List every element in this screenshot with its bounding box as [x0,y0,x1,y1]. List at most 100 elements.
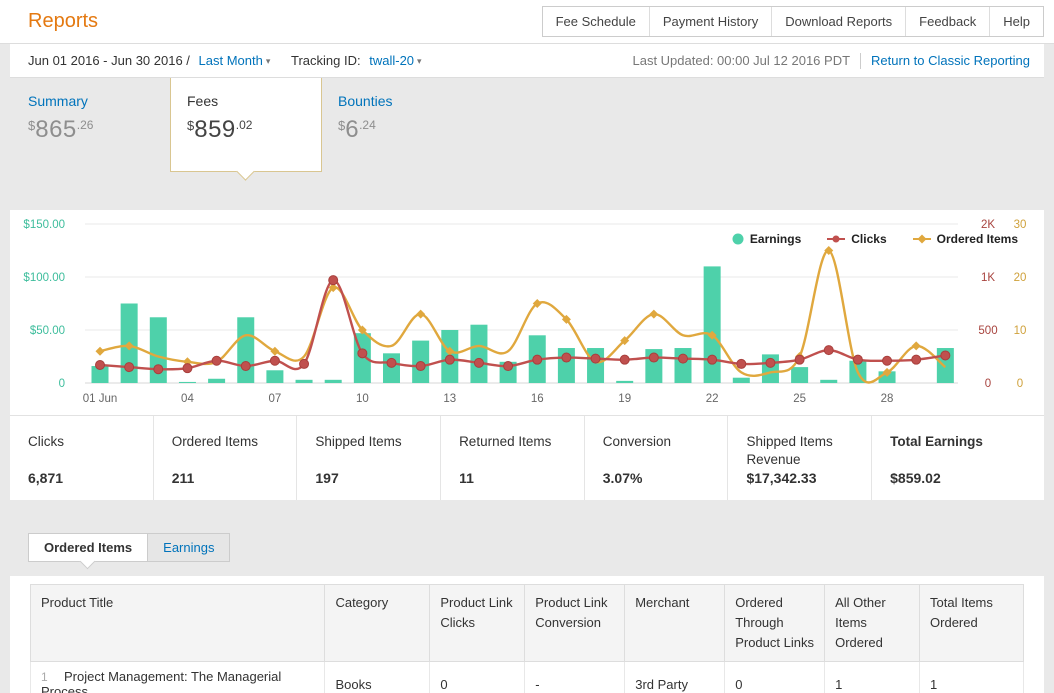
ordered-items-marker-day-17[interactable] [561,314,571,324]
column-header-category[interactable]: Category [324,583,431,663]
summary-card-bounties[interactable]: Bounties $6.24 [338,78,480,168]
clicks-marker-day-16[interactable] [532,354,543,365]
clicks-marker-day-5[interactable] [211,355,222,366]
clicks-marker-day-12[interactable] [415,361,426,372]
header-button-fee-schedule[interactable]: Fee Schedule [542,7,649,36]
summary-card-strip: Summary $865.26 Fees $859.02 Bounties $6.24 [10,78,1044,181]
clicks-marker-day-3[interactable] [153,364,164,375]
ordered-items-marker-day-26[interactable] [824,246,834,255]
summary-card-label[interactable]: Bounties [338,93,393,109]
column-header-product-link-clicks[interactable]: Product Link Clicks [429,583,526,663]
ordered-items-marker-day-2[interactable] [124,341,134,351]
x-axis-tick: 04 [181,393,194,405]
tab-earnings[interactable]: Earnings [148,533,231,562]
table-cell: 0 [724,661,826,693]
ordered-items-marker-day-13[interactable] [445,346,455,356]
earnings-bar-day-11[interactable] [383,353,400,383]
column-header-merchant[interactable]: Merchant [624,583,726,663]
table-panel: Product Title Category Product Link Clicks… [10,576,1044,693]
clicks-marker-day-29[interactable] [911,354,922,365]
earnings-bar-day-9[interactable] [324,379,342,383]
earnings-bar-day-25[interactable] [791,367,809,383]
table-cell: - [524,661,626,693]
earnings-bar-day-22[interactable] [703,266,721,383]
header-button-help[interactable]: Help [989,7,1043,36]
column-header-ordered-through-product-links[interactable]: Ordered Through Product Links [724,583,826,663]
ordered-items-marker-day-16[interactable] [532,299,542,308]
clicks-marker-day-11[interactable] [386,357,397,368]
earnings-bar-day-4[interactable] [178,381,196,383]
ordered-items-marker-day-20[interactable] [649,309,659,319]
column-header-product-link-conversion[interactable]: Product Link Conversion [524,583,626,663]
legend-item-ordered-items[interactable]: Ordered Items [912,232,1018,246]
stat-ordered-items: Ordered Items 211 [152,416,297,500]
ordered-items-marker-day-22[interactable] [707,330,717,340]
clicks-marker-day-28[interactable] [882,355,893,366]
summary-card-summary[interactable]: Summary $865.26 [28,78,170,168]
tracking-id-dropdown[interactable]: twall-20 ▾ [369,53,421,68]
summary-card-label[interactable]: Summary [28,93,88,109]
clicks-marker-day-22[interactable] [707,354,718,365]
ordered-items-marker-day-19[interactable] [620,336,630,346]
ordered-items-marker-day-10[interactable] [357,325,367,335]
clicks-marker-day-24[interactable] [765,357,776,368]
ordered-items-marker-day-29[interactable] [911,341,921,351]
ordered-items-marker-day-1[interactable] [95,346,105,356]
clicks-marker-day-4[interactable] [182,363,193,374]
earnings-bar-day-23[interactable] [732,377,750,383]
table-header-row: Product Title Category Product Link Clicks… [29,583,1024,663]
clicks-marker-day-26[interactable] [823,345,834,356]
earnings-bar-day-28[interactable] [878,371,896,383]
legend-item-earnings[interactable]: Earnings [732,232,801,246]
earnings-bar-day-6[interactable] [237,317,255,383]
clicks-marker-day-17[interactable] [561,352,572,363]
column-header-all-other-items-ordered[interactable]: All Other Items Ordered [824,583,921,663]
ordered-items-marker-day-9[interactable] [328,283,338,293]
summary-card-fees: Fees $859.02 [170,78,322,181]
earnings-bar-day-3[interactable] [149,317,167,383]
ordered-items-marker-day-12[interactable] [416,309,426,319]
clicks-marker-day-13[interactable] [444,354,455,365]
earnings-bar-day-14[interactable] [470,324,488,383]
column-header-product-title[interactable]: Product Title [29,583,326,663]
amount-dollars: 865 [35,116,77,143]
clicks-marker-day-15[interactable] [503,361,514,372]
clicks-marker-day-14[interactable] [473,357,484,368]
tab-ordered-items[interactable]: Ordered Items [28,533,149,570]
clicks-marker-day-30[interactable] [940,350,951,361]
column-header-total-items-ordered[interactable]: Total Items Ordered [919,583,1024,663]
period-dropdown[interactable]: Last Month ▾ [199,53,271,68]
earnings-bar-day-1[interactable] [91,366,109,383]
clicks-marker-day-20[interactable] [648,352,659,363]
clicks-marker-day-25[interactable] [794,354,805,365]
clicks-marker-day-19[interactable] [619,354,630,365]
earnings-bar-day-7[interactable] [266,370,284,383]
clicks-marker-day-21[interactable] [678,353,688,364]
earnings-bar-day-26[interactable] [820,379,838,383]
clicks-marker-day-27[interactable] [852,354,863,365]
clicks-marker-day-18[interactable] [590,353,601,364]
earnings-bar-day-19[interactable] [616,380,634,383]
date-range-label: Jun 01 2016 - Jun 30 2016 / [28,53,190,68]
clicks-marker-day-2[interactable] [124,362,135,373]
legend-item-clicks[interactable]: Clicks [827,232,887,246]
clicks-marker-day-10[interactable] [357,348,368,359]
header-button-payment-history[interactable]: Payment History [648,7,772,36]
clicks-marker-day-9[interactable] [328,275,339,286]
earnings-chart[interactable]: $150.00 $100.00 $50.00 0 2K 1K 500 0 30 20 10 0 01 J… [10,210,1044,415]
ordered-items-marker-day-7[interactable] [270,346,280,356]
clicks-marker-day-23[interactable] [736,358,747,369]
clicks-marker-day-1[interactable] [95,359,105,370]
clicks-marker-day-8[interactable] [299,358,310,369]
earnings-bar-day-18[interactable] [587,348,605,383]
header-button-feedback[interactable]: Feedback [905,7,990,36]
clicks-marker-day-7[interactable] [269,355,280,366]
amount-cents: .26 [76,118,94,132]
earnings-bar-day-21[interactable] [674,348,692,383]
classic-reporting-link[interactable]: Return to Classic Reporting [871,53,1030,68]
earnings-bar-day-8[interactable] [295,379,313,383]
clicks-marker-day-6[interactable] [240,361,251,372]
header-button-download-reports[interactable]: Download Reports [771,7,906,36]
earnings-bar-day-5[interactable] [208,378,226,383]
ordered-items-marker-day-28[interactable] [882,367,892,377]
